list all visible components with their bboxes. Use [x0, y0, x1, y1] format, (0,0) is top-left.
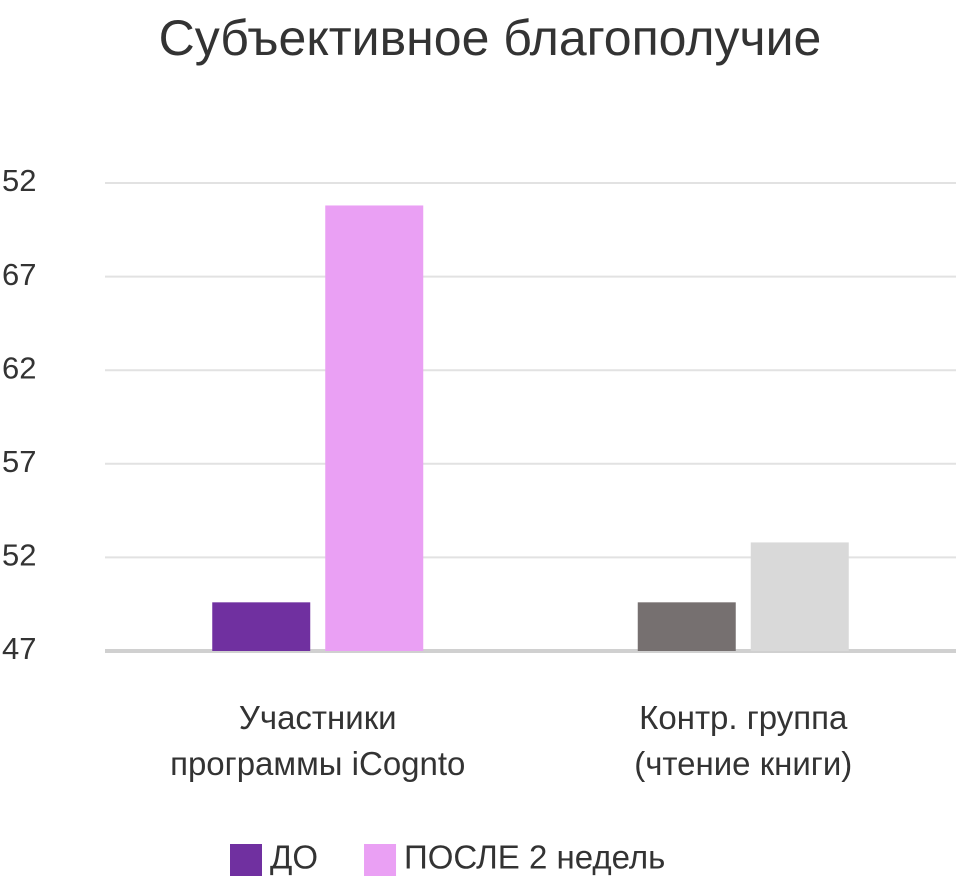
y-tick-label: 47	[2, 631, 36, 666]
legend-label: ДО	[270, 839, 318, 876]
legend-swatch	[364, 844, 397, 876]
bar	[750, 542, 849, 651]
y-tick-label: 52	[2, 163, 36, 198]
y-tick-label: 52	[2, 538, 36, 573]
x-tick-label: Участники программы iCognto	[170, 699, 465, 782]
bar	[212, 602, 311, 651]
legend-swatch	[230, 844, 262, 876]
y-tick-label: 57	[2, 444, 36, 479]
bar	[637, 602, 736, 651]
y-tick-label: 67	[2, 257, 36, 292]
legend-label: ПОСЛЕ 2 недель	[404, 839, 665, 876]
x-tick-label: Контр. группа (чтение книги)	[634, 699, 852, 782]
bar	[325, 205, 424, 652]
y-tick-label: 62	[2, 350, 36, 385]
chart-title: Субъективное благополучие	[159, 10, 822, 66]
